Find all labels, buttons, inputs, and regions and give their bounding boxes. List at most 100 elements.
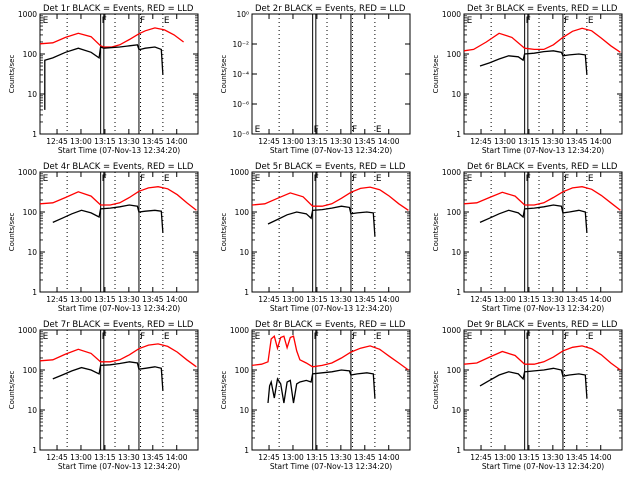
x-tick-label: 13:15: [306, 295, 328, 304]
x-tick-label: 13:00: [494, 295, 516, 304]
y-tick-label: 1000: [230, 326, 249, 335]
plot-frame: [463, 329, 623, 451]
y-tick-label: 1000: [18, 326, 37, 335]
series-events-line: [52, 204, 164, 233]
panel-6: Det 6r BLACK = Events, RED = LLD 1 10 100 10…: [432, 162, 623, 313]
flag-label: F: [140, 174, 145, 184]
x-axis-label: Start Time (07-Nov-13 12:34:20): [482, 462, 604, 471]
x-tick-label: 13:45: [566, 137, 588, 146]
flag-label: E: [467, 16, 473, 26]
plot-frame: [39, 329, 199, 451]
series-lld-line: [39, 27, 184, 48]
y-tick-label: 1: [32, 446, 37, 455]
flag-label: E: [376, 125, 382, 135]
flag-label: E: [588, 16, 594, 26]
x-axis-label: Start Time (07-Nov-13 12:34:20): [270, 146, 392, 155]
flag-label: E: [43, 16, 49, 26]
y-tick-label: 10: [239, 248, 249, 257]
plot-frame: [463, 13, 623, 135]
y-tick-label: 10: [27, 248, 37, 257]
x-tick-label: 14:00: [378, 137, 400, 146]
x-tick-label: 12:45: [470, 453, 492, 462]
flag-label: F: [352, 125, 357, 135]
plot-frame: [39, 171, 199, 293]
y-tick-label: 1: [456, 130, 461, 139]
series-events-line: [479, 50, 588, 75]
series-events-line: [44, 44, 164, 110]
flag-label: F: [352, 332, 357, 342]
x-tick-label: 14:00: [166, 137, 188, 146]
x-tick-label: 14:00: [590, 295, 612, 304]
x-tick-label: 12:45: [46, 453, 68, 462]
flag-label: E: [164, 332, 170, 342]
plot-frame: [463, 171, 623, 293]
y-axis-label: Counts/sec: [8, 55, 16, 94]
x-tick-label: 13:15: [518, 295, 540, 304]
x-axis-label: Start Time (07-Nov-13 12:34:20): [482, 304, 604, 313]
x-tick-label: 13:00: [70, 453, 92, 462]
y-axis-label: Counts/sec: [8, 213, 16, 252]
x-tick-label: 13:30: [330, 453, 352, 462]
y-tick-label: 10⁻⁴: [232, 70, 249, 79]
y-tick-label: 1000: [442, 10, 461, 19]
x-axis-label: Start Time (07-Nov-13 12:34:20): [270, 462, 392, 471]
plot-frame: [251, 171, 411, 293]
plot-frame: [39, 13, 199, 135]
x-tick-label: 13:30: [330, 295, 352, 304]
y-axis-label: Counts/sec: [432, 55, 440, 94]
y-tick-label: 10: [239, 406, 249, 415]
plot-frame: [251, 13, 411, 135]
x-tick-label: 13:45: [566, 295, 588, 304]
flag-label: F: [314, 174, 319, 184]
series-lld-line: [463, 27, 621, 53]
y-tick-label: 1000: [442, 168, 461, 177]
x-tick-label: 13:15: [94, 137, 116, 146]
x-tick-label: 14:00: [166, 453, 188, 462]
x-tick-label: 12:45: [258, 453, 280, 462]
x-tick-label: 13:00: [70, 295, 92, 304]
y-tick-label: 100: [235, 208, 250, 217]
flag-label: F: [102, 332, 107, 342]
flag-label: F: [564, 174, 569, 184]
x-tick-label: 13:00: [70, 137, 92, 146]
flag-label: E: [376, 332, 382, 342]
flag-label: F: [314, 332, 319, 342]
y-tick-label: 1: [244, 288, 249, 297]
series-lld-line: [39, 343, 197, 368]
y-tick-label: 1000: [18, 10, 37, 19]
x-tick-label: 14:00: [378, 453, 400, 462]
panel-title: Det 6r BLACK = Events, RED = LLD: [467, 162, 618, 172]
series-events-line: [267, 369, 376, 404]
flag-label: E: [588, 174, 594, 184]
flag-label: F: [564, 16, 569, 26]
y-tick-label: 10: [451, 406, 461, 415]
x-axis-label: Start Time (07-Nov-13 12:34:20): [58, 462, 180, 471]
x-tick-label: 13:45: [354, 295, 376, 304]
y-tick-label: 10: [27, 406, 37, 415]
y-axis-label: Counts/sec: [220, 55, 228, 94]
x-tick-label: 13:15: [518, 137, 540, 146]
series-events-line: [267, 205, 376, 237]
y-tick-label: 1: [32, 130, 37, 139]
x-tick-label: 13:15: [518, 453, 540, 462]
flag-label: F: [526, 16, 531, 26]
x-tick-label: 13:30: [118, 453, 140, 462]
flag-label: F: [102, 16, 107, 26]
flag-label: E: [588, 332, 594, 342]
y-tick-label: 1: [456, 446, 461, 455]
x-tick-label: 13:15: [94, 453, 116, 462]
y-tick-label: 100: [447, 366, 462, 375]
flag-label: E: [164, 174, 170, 184]
y-tick-label: 1: [32, 288, 37, 297]
x-tick-label: 13:30: [542, 295, 564, 304]
series-lld-line: [39, 186, 197, 211]
x-tick-label: 13:45: [142, 453, 164, 462]
panel-8: Det 8r BLACK = Events, RED = LLD 1 10 100 10…: [220, 320, 411, 471]
x-tick-label: 13:45: [142, 295, 164, 304]
x-tick-label: 12:45: [258, 295, 280, 304]
y-tick-label: 100: [23, 366, 38, 375]
x-tick-label: 13:15: [306, 453, 328, 462]
x-tick-label: 13:45: [142, 137, 164, 146]
x-tick-label: 14:00: [378, 295, 400, 304]
